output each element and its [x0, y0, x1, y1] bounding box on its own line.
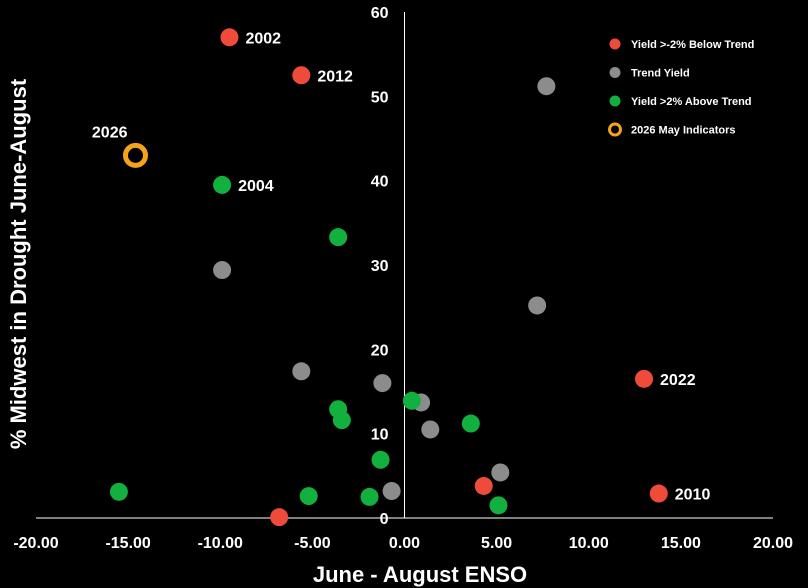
- y-tick-label: 30: [371, 258, 389, 275]
- below-point: [220, 28, 239, 47]
- y-tick-labels: 0 10 20 30 40 50 60: [371, 5, 389, 528]
- below-point: [474, 476, 493, 495]
- point-label: 2026: [92, 124, 128, 141]
- point-label: 2010: [675, 487, 711, 504]
- below-point: [649, 484, 668, 503]
- trend-point: [528, 296, 547, 315]
- trend-point: [213, 261, 232, 280]
- above-point: [371, 450, 390, 469]
- legend-label: 2026 May Indicators: [631, 125, 736, 137]
- point-label: 2022: [660, 372, 696, 389]
- trend-point: [373, 374, 392, 393]
- y-tick-label: 0: [380, 511, 389, 528]
- legend-marker: [609, 38, 621, 50]
- legend-label: Yield >2% Above Trend: [631, 96, 752, 108]
- above-point: [489, 496, 508, 515]
- above-point: [402, 391, 421, 410]
- legend-label: Trend Yield: [631, 68, 690, 80]
- y-tick-label: 60: [371, 5, 389, 22]
- legend-marker: [608, 122, 622, 137]
- legend-marker: [609, 95, 621, 107]
- trend-point: [537, 77, 556, 96]
- above-point: [109, 482, 128, 501]
- x-tick-label: 10.00: [569, 535, 609, 552]
- x-axis-title: June - August ENSO: [313, 562, 527, 587]
- x-tick-label: 5.00: [481, 535, 512, 552]
- x-tick-label: 20.00: [753, 535, 793, 552]
- below-point: [270, 508, 289, 527]
- legend: Yield >-2% Below Trend Trend Yield Yield >…: [608, 38, 754, 137]
- x-tick-label: -5.00: [294, 535, 331, 552]
- y-tick-label: 40: [371, 174, 389, 191]
- trend-point: [421, 420, 440, 439]
- legend-marker: [609, 67, 621, 78]
- point-label: 2012: [317, 68, 353, 85]
- x-tick-label: -15.00: [105, 535, 150, 552]
- x-tick-label: -20.00: [13, 535, 58, 552]
- y-tick-label: 20: [371, 342, 389, 359]
- x-tick-label: 15.00: [661, 535, 701, 552]
- trend-point: [491, 463, 510, 482]
- y-axis-title: % Midwest in Drought June-August: [6, 78, 31, 449]
- point-label: 2002: [245, 30, 281, 47]
- above-point: [299, 487, 318, 506]
- above-point: [360, 487, 379, 506]
- legend-label: Yield >-2% Below Trend: [631, 39, 754, 51]
- x-tick-label: -10.00: [198, 535, 243, 552]
- trend-point: [382, 482, 401, 501]
- y-tick-label: 10: [371, 427, 389, 444]
- above-point: [332, 411, 351, 430]
- data-points: [109, 28, 668, 527]
- x-tick-label: 0.00: [389, 535, 420, 552]
- point-label: 2004: [238, 178, 274, 195]
- trend-point: [292, 362, 311, 381]
- below-point: [635, 369, 654, 388]
- above-point: [213, 175, 232, 194]
- above-point: [461, 414, 480, 433]
- x-tick-labels: -20.00 -15.00 -10.00 -5.00 0.00 5.00 10.00 15.0…: [13, 535, 793, 552]
- y-tick-label: 50: [371, 89, 389, 106]
- indicator-point-center: [132, 152, 139, 159]
- above-point: [329, 228, 348, 247]
- axes: [36, 12, 773, 519]
- below-point: [292, 66, 311, 85]
